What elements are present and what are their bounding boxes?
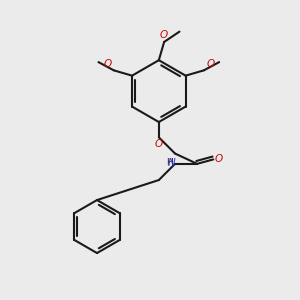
- Text: N: N: [168, 158, 176, 168]
- Text: O: O: [103, 58, 111, 69]
- Text: O: O: [155, 139, 163, 149]
- Text: O: O: [160, 31, 168, 40]
- Text: O: O: [206, 58, 214, 69]
- Text: O: O: [214, 154, 223, 164]
- Text: H: H: [166, 158, 173, 167]
